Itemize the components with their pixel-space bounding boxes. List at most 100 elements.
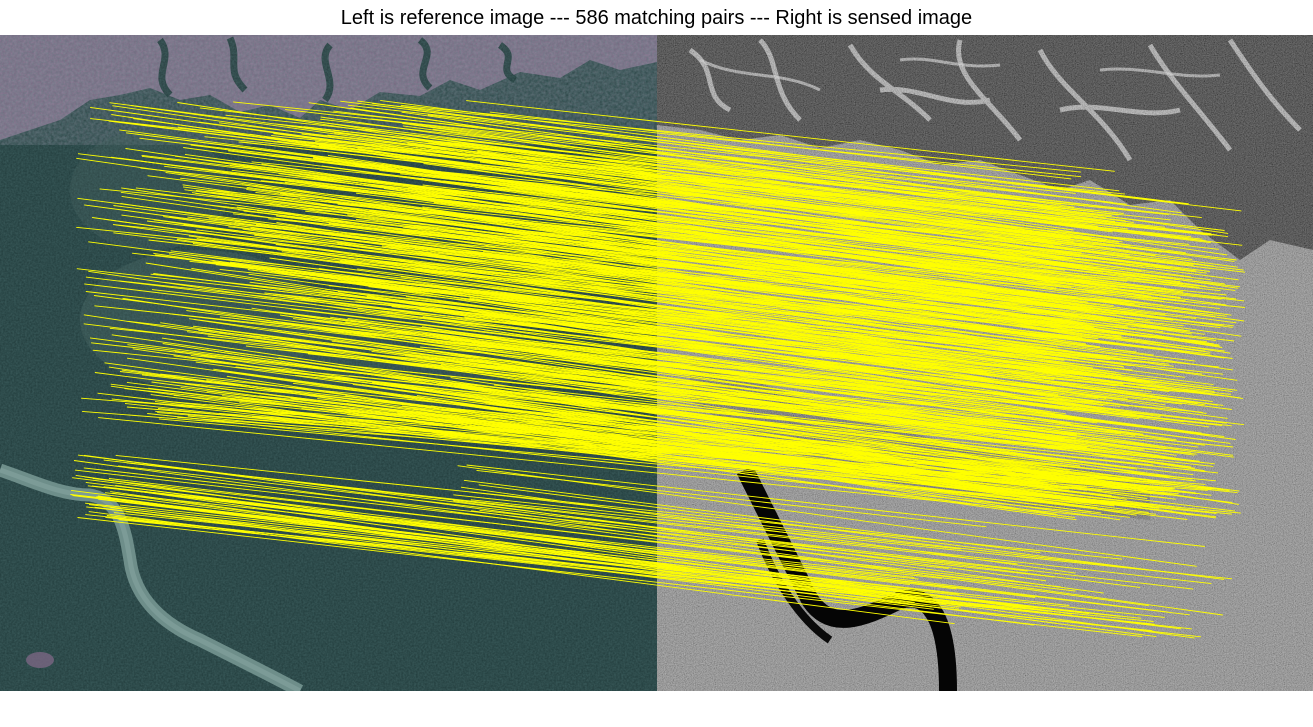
match-line bbox=[476, 300, 1207, 414]
match-line bbox=[416, 283, 1222, 391]
match-line bbox=[208, 189, 1184, 285]
match-line bbox=[126, 462, 1018, 565]
match-line bbox=[239, 402, 1070, 490]
match-line bbox=[273, 293, 1099, 399]
match-line bbox=[151, 381, 1149, 513]
match-line bbox=[453, 119, 1062, 205]
match-line bbox=[103, 459, 1212, 585]
match-line bbox=[92, 478, 1061, 588]
match-line bbox=[418, 234, 1098, 339]
match-line bbox=[357, 298, 1184, 423]
match-line bbox=[147, 175, 1191, 310]
match-line bbox=[148, 387, 1159, 511]
match-line bbox=[240, 141, 1106, 241]
match-line bbox=[248, 273, 1205, 406]
match-line bbox=[320, 118, 1202, 219]
match-line bbox=[357, 268, 1203, 375]
match-line bbox=[457, 465, 1197, 567]
match-line bbox=[83, 454, 1104, 594]
match-line bbox=[275, 244, 1211, 355]
match-line bbox=[71, 489, 1041, 613]
match-line bbox=[412, 169, 1144, 268]
match-line bbox=[141, 155, 1236, 291]
match-line bbox=[114, 517, 1154, 622]
match-line bbox=[289, 315, 1202, 434]
match-line bbox=[84, 476, 1073, 615]
match-line bbox=[208, 218, 1197, 320]
match-line bbox=[70, 493, 960, 595]
match-line bbox=[365, 311, 1073, 391]
match-line bbox=[125, 148, 1107, 294]
match-line bbox=[280, 231, 1089, 327]
match-line bbox=[119, 129, 1182, 270]
match-line bbox=[368, 286, 1233, 393]
match-line bbox=[103, 486, 1190, 616]
match-line bbox=[104, 492, 919, 580]
match-line bbox=[347, 104, 1120, 192]
match-line bbox=[212, 260, 1215, 392]
match-line bbox=[290, 308, 1245, 426]
figure-title: Left is reference image --- 586 matching… bbox=[340, 7, 973, 29]
match-line bbox=[340, 275, 1124, 367]
match-line bbox=[113, 512, 1113, 617]
match-line bbox=[204, 407, 1232, 515]
match-line bbox=[103, 218, 1238, 381]
match-line bbox=[170, 250, 1185, 378]
match-line bbox=[285, 109, 1127, 205]
match-line bbox=[147, 413, 1130, 518]
match-line bbox=[352, 331, 1062, 429]
match-line bbox=[478, 484, 1225, 580]
match-line bbox=[347, 317, 1168, 420]
match-line bbox=[288, 134, 1243, 246]
match-line bbox=[410, 109, 1187, 205]
match-line bbox=[392, 267, 1068, 354]
match-line bbox=[408, 224, 1152, 317]
match-line bbox=[480, 159, 1072, 245]
match-line bbox=[88, 270, 1160, 430]
match-line bbox=[121, 187, 1231, 354]
match-line bbox=[483, 133, 1101, 221]
match-line bbox=[356, 192, 1072, 288]
match-line bbox=[432, 211, 1117, 314]
match-line bbox=[388, 192, 1118, 288]
match-line bbox=[127, 357, 1068, 492]
match-line bbox=[109, 327, 1122, 434]
match-line bbox=[110, 385, 1077, 521]
match-line bbox=[93, 295, 1231, 444]
match-line bbox=[402, 230, 1163, 306]
match-line bbox=[235, 242, 1083, 338]
match-line bbox=[463, 479, 1041, 554]
match-line bbox=[466, 464, 1205, 547]
match-line bbox=[415, 377, 1212, 490]
match-line bbox=[373, 383, 1196, 482]
match-line bbox=[104, 362, 1127, 500]
match-line bbox=[206, 349, 1148, 492]
match-line bbox=[357, 308, 1181, 393]
match-line bbox=[169, 313, 1210, 436]
match-line bbox=[338, 364, 1192, 454]
match-line bbox=[92, 349, 1205, 464]
match-line bbox=[77, 197, 1100, 331]
match-line bbox=[334, 177, 1081, 258]
match-line bbox=[199, 107, 1225, 231]
match-line bbox=[422, 136, 1074, 231]
match-line bbox=[435, 142, 1171, 221]
match-line bbox=[405, 403, 1150, 481]
match-line bbox=[113, 224, 1132, 367]
match-line bbox=[346, 410, 1152, 507]
match-line bbox=[191, 268, 1161, 418]
match-line bbox=[382, 141, 1051, 214]
match-line bbox=[251, 161, 1115, 250]
match-line bbox=[110, 507, 934, 600]
match-line bbox=[427, 114, 1242, 212]
match-line bbox=[109, 102, 1113, 233]
match-line bbox=[470, 499, 1233, 580]
match-line bbox=[228, 317, 1098, 424]
match-line bbox=[458, 357, 1094, 451]
match-line bbox=[471, 342, 1143, 435]
match-line bbox=[295, 374, 1154, 466]
match-line bbox=[320, 116, 1098, 227]
match-line bbox=[416, 418, 1112, 496]
match-line bbox=[469, 491, 1179, 574]
